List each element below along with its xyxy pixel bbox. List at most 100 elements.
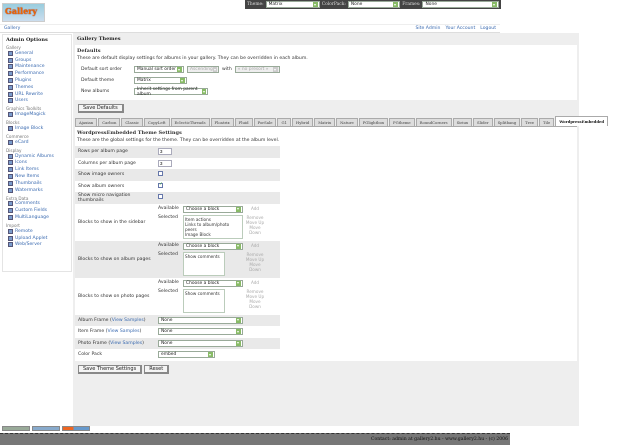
sidebar-item-upload-applet[interactable]: Upload Applet xyxy=(6,235,68,242)
tab-tree[interactable]: Tree xyxy=(521,118,538,126)
photo-frame-samples-link[interactable]: View Samples xyxy=(110,340,143,346)
album-frame-select[interactable]: None xyxy=(158,316,243,324)
logout-link[interactable]: Logout xyxy=(480,26,496,31)
sidebar-item-watermarks[interactable]: Watermarks xyxy=(6,187,68,194)
album_blocks-add-button[interactable]: Add xyxy=(250,242,260,248)
selected-block-item[interactable]: Item actions xyxy=(185,216,211,222)
micro-nav-checkbox[interactable] xyxy=(158,194,163,200)
sidebar-item-ecard[interactable]: eCard xyxy=(6,139,68,146)
tab-fluid[interactable]: Fluid xyxy=(234,118,253,126)
album-frame-samples-link[interactable]: View Samples xyxy=(111,317,144,323)
your-account-link[interactable]: Your Account xyxy=(445,26,476,31)
tab-roundcorners[interactable]: RoundCorners xyxy=(415,118,452,126)
sidebar-item-performance[interactable]: Performance xyxy=(6,70,68,77)
sidebar_blocks-remove-button[interactable]: Remove xyxy=(246,214,264,220)
sidebar-item-multilanguage[interactable]: MultiLanguage xyxy=(6,214,68,221)
tab-pglightbox[interactable]: PGlightbox xyxy=(358,118,389,126)
album_blocks-remove-button[interactable]: Remove xyxy=(246,251,264,257)
album_blocks-available-select[interactable]: Choose a block xyxy=(183,242,243,250)
sidebar-item-custom-fields[interactable]: Custom Fields xyxy=(6,207,68,214)
album_blocks-move-up-button[interactable]: Move Up xyxy=(245,256,265,262)
sidebar-item-users[interactable]: Users xyxy=(6,98,68,105)
tab-pgtheme[interactable]: PGtheme xyxy=(389,118,415,126)
rows-input[interactable] xyxy=(158,148,172,156)
tab-splitbang[interactable]: Splitbang xyxy=(493,118,521,126)
sidebar-item-plugins[interactable]: Plugins xyxy=(6,77,68,84)
tab-ajaxian[interactable]: Ajaxian xyxy=(75,118,98,126)
sidebar-item-web-server[interactable]: Web/Server xyxy=(6,242,68,249)
sidebar-item-url-rewrite[interactable]: URL Rewrite xyxy=(6,91,68,98)
sidebar-item-general[interactable]: General xyxy=(6,50,68,57)
sidebar-item-new-items[interactable]: New Items xyxy=(6,173,68,180)
tab-hybrid[interactable]: Hybrid xyxy=(291,118,314,126)
photo-frame-select[interactable]: None xyxy=(158,339,243,347)
tab-siriux[interactable]: Siriux xyxy=(452,118,473,126)
album_blocks-selected-list[interactable]: Show comments xyxy=(183,251,225,276)
breadcrumb-gallery[interactable]: Gallery xyxy=(4,26,21,31)
reset-button[interactable]: Reset xyxy=(144,364,170,374)
tab-floatrix[interactable]: Floatrix xyxy=(210,118,234,126)
selected-block-item[interactable]: Links to album/photo peers xyxy=(185,221,230,232)
new-albums-select[interactable]: Inherit settings from parent album xyxy=(134,87,208,97)
frames-select[interactable]: None xyxy=(422,1,499,8)
sidebar_blocks-add-button[interactable]: Add xyxy=(250,205,260,211)
chevron-down-icon xyxy=(236,243,241,249)
sidebar_blocks-move-up-button[interactable]: Move Up xyxy=(245,219,265,225)
tab-copyleft[interactable]: CopyLeft xyxy=(144,118,170,126)
colorpack-select[interactable]: None xyxy=(347,1,401,8)
tab-tile[interactable]: Tile xyxy=(538,118,555,126)
selected-block-item[interactable]: Show comments xyxy=(185,253,220,259)
photo_blocks-selected-list[interactable]: Show comments xyxy=(183,288,225,313)
tab-nature[interactable]: Nature xyxy=(336,118,358,126)
validator-badge[interactable] xyxy=(2,426,30,431)
photo_blocks-add-button[interactable]: Add xyxy=(250,279,260,285)
album_blocks-move-down-button[interactable]: Move Down xyxy=(249,261,261,272)
default-theme-select[interactable]: Matrix xyxy=(134,77,187,84)
sidebar-item-maintenance[interactable]: Maintenance xyxy=(6,64,68,71)
gallery-powered-badge[interactable] xyxy=(62,426,90,431)
sidebar-item-icons[interactable]: Icons xyxy=(6,160,68,167)
gallery-badge[interactable] xyxy=(32,426,60,431)
sidebar-item-groups[interactable]: Groups xyxy=(6,57,68,64)
sidebar-item-imagemagick[interactable]: ImageMagick xyxy=(6,111,68,118)
tab-carbon[interactable]: Carbon xyxy=(98,118,121,126)
image-owners-checkbox[interactable] xyxy=(158,171,163,177)
tab-classic[interactable]: Classic xyxy=(121,118,144,126)
sidebar-item-comments[interactable]: Comments xyxy=(6,201,68,208)
sidebar-item-themes[interactable]: Themes xyxy=(6,84,68,91)
sort-direction-value: Ascending xyxy=(190,67,213,72)
selected-block-item[interactable]: Show comments xyxy=(185,290,220,296)
tab-g1[interactable]: G1 xyxy=(277,118,291,126)
site-admin-link[interactable]: Site Admin xyxy=(415,26,441,31)
gallery-logo[interactable]: Gallery xyxy=(2,3,45,22)
color-pack-select[interactable]: embed xyxy=(158,351,215,359)
sidebar-item-remote[interactable]: Remote xyxy=(6,228,68,235)
sidebar_blocks-selected-list[interactable]: Item actions Links to album/photo peers Im… xyxy=(183,214,243,239)
save-defaults-button[interactable]: Save Defaults xyxy=(78,104,124,113)
sort-order-select[interactable]: Manual sort order xyxy=(134,66,184,73)
photo_blocks-move-down-button[interactable]: Move Down xyxy=(249,298,261,309)
sidebar_blocks-available-select[interactable]: Choose a block xyxy=(183,205,243,213)
item-frame-samples-link[interactable]: View Samples xyxy=(107,329,140,335)
item-frame-select[interactable]: None xyxy=(158,328,243,336)
sidebar-item-thumbnails[interactable]: Thumbnails xyxy=(6,180,68,187)
tab-slider[interactable]: Slider xyxy=(473,118,493,126)
sort-direction-select[interactable]: Ascending xyxy=(187,66,219,73)
photo_blocks-remove-button[interactable]: Remove xyxy=(246,288,264,294)
presort-select[interactable]: « no presort » xyxy=(234,66,280,73)
sidebar-item-image-block[interactable]: Image Block xyxy=(6,125,68,132)
cols-input[interactable] xyxy=(158,159,172,167)
tab-wordpressembedded[interactable]: WordpressEmbedded xyxy=(555,116,609,126)
tab-porsale[interactable]: PorSale xyxy=(253,118,277,126)
sidebar-item-link-items[interactable]: Link Items xyxy=(6,166,68,173)
selected-block-item[interactable]: Image Block xyxy=(185,231,211,237)
sidebar_blocks-move-down-button[interactable]: Move Down xyxy=(249,224,261,235)
photo_blocks-available-select[interactable]: Choose a block xyxy=(183,279,243,287)
sidebar-item-dynamic-albums[interactable]: Dynamic Albums xyxy=(6,153,68,160)
save-theme-settings-button[interactable]: Save Theme Settings xyxy=(78,364,143,374)
tab-matrix[interactable]: Matrix xyxy=(314,118,336,126)
theme-select[interactable]: Matrix xyxy=(265,1,320,8)
photo_blocks-move-up-button[interactable]: Move Up xyxy=(245,293,265,299)
tab-eclecticthreads[interactable]: EclecticThreads xyxy=(170,118,210,126)
album-owners-checkbox[interactable] xyxy=(158,182,163,188)
